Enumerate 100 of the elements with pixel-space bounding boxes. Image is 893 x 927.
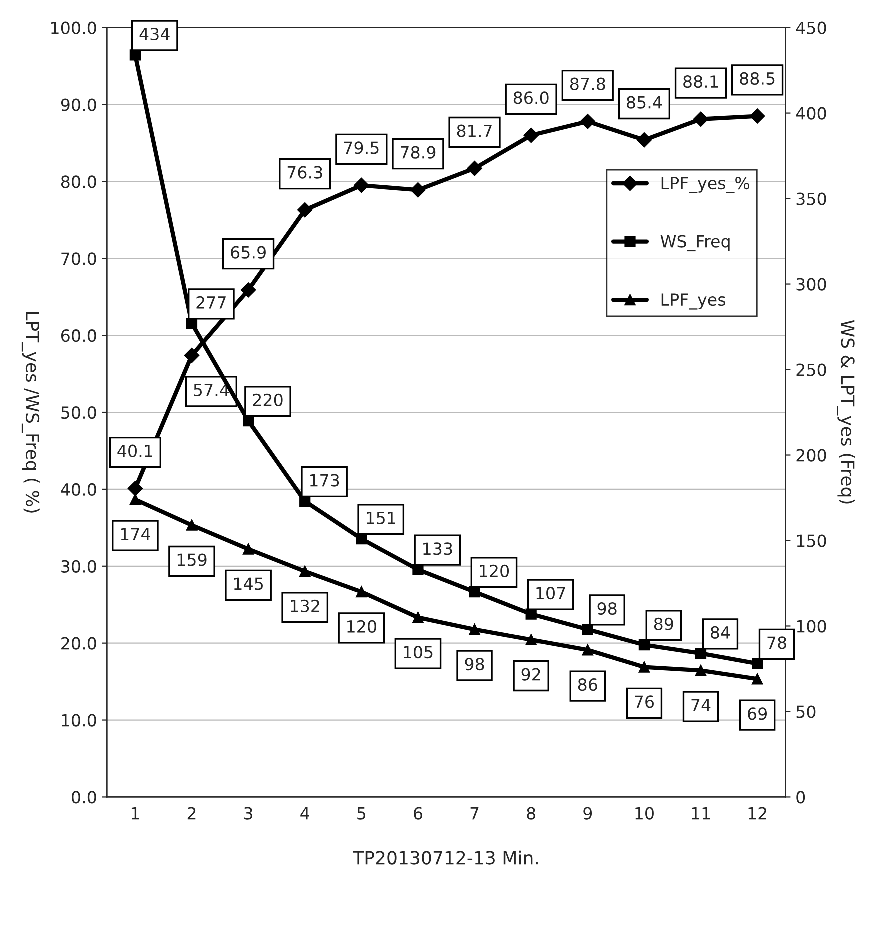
- y-tick-label: 20.0: [62, 637, 96, 650]
- x-tick-label: 8: [527, 807, 536, 820]
- data-label: 145: [234, 578, 263, 590]
- point: [695, 665, 707, 676]
- point: [752, 658, 764, 670]
- data-label: 277: [196, 296, 226, 309]
- point: [412, 612, 424, 624]
- point: [356, 586, 368, 598]
- data-label: 98: [598, 602, 617, 616]
- point: [752, 674, 764, 685]
- point: [354, 178, 370, 194]
- data-label: 79.5: [344, 142, 379, 154]
- data-label: 151: [367, 512, 396, 524]
- data-label: 133: [424, 542, 452, 556]
- y2-tick-label: 0: [796, 791, 806, 804]
- legend-label: WS_Freq: [660, 235, 730, 252]
- data-label: 40.1: [118, 444, 152, 458]
- data-label: 220: [253, 394, 283, 406]
- point: [412, 564, 424, 576]
- y2-tick-label: 300: [796, 278, 826, 291]
- data-label: 84: [710, 626, 730, 639]
- point: [526, 634, 537, 646]
- data-label: 65.9: [231, 246, 266, 259]
- data-label: 120: [348, 620, 376, 633]
- point: [636, 132, 652, 148]
- data-label: 86: [578, 678, 598, 692]
- y2-tick-label: 150: [797, 534, 826, 548]
- point: [638, 662, 650, 673]
- x-tick-label: 7: [470, 807, 479, 820]
- y-tick-label: 40.0: [61, 483, 96, 496]
- data-label: 120: [480, 564, 510, 578]
- point: [469, 586, 480, 598]
- point: [582, 624, 594, 636]
- data-label: 87.8: [570, 78, 606, 90]
- point: [300, 566, 311, 578]
- y-axis-title: LPT_yes /WS_Freq ( %): [22, 312, 40, 513]
- x-tick-label: 1: [132, 807, 140, 820]
- x-tick-label: 3: [244, 807, 253, 820]
- data-label: 174: [121, 528, 150, 540]
- data-label: 69: [748, 708, 767, 720]
- data-label: 159: [178, 554, 207, 566]
- point: [298, 202, 313, 218]
- y-tick-label: 70.0: [62, 252, 96, 266]
- point: [410, 182, 426, 198]
- data-label: 85.4: [627, 96, 662, 109]
- y2-tick-label: 200: [796, 449, 826, 462]
- x-tick-label: 2: [188, 807, 196, 820]
- data-label: 76: [635, 696, 654, 708]
- point: [128, 481, 144, 496]
- point: [242, 544, 254, 555]
- point: [638, 639, 650, 651]
- point: [524, 128, 539, 144]
- y-tick-label: 80.0: [61, 176, 96, 188]
- y2-tick-label: 450: [796, 22, 826, 34]
- data-label: 434: [140, 28, 170, 41]
- y-tick-label: 10.0: [62, 714, 96, 727]
- data-label: 57.4: [194, 384, 230, 397]
- point: [467, 161, 482, 176]
- legend-label: LPF_yes_%: [662, 176, 750, 194]
- data-label: 76.3: [288, 166, 322, 179]
- x-tick-label: 12: [748, 807, 766, 820]
- data-label: 78.9: [401, 146, 436, 159]
- data-label: 74: [692, 699, 711, 712]
- point: [580, 114, 596, 130]
- y2-tick-label: 400: [796, 107, 826, 120]
- data-label: 88.1: [684, 75, 718, 88]
- y-tick-label: 0.0: [72, 791, 96, 804]
- y2-tick-label: 100: [797, 620, 826, 633]
- point: [582, 644, 594, 656]
- point: [693, 112, 709, 127]
- point: [695, 648, 707, 660]
- x-tick-label: 11: [692, 807, 710, 820]
- data-label: 88.5: [740, 72, 775, 86]
- point: [184, 348, 200, 364]
- y2-tick-label: 250: [796, 364, 826, 376]
- y-tick-label: 60.0: [61, 330, 96, 342]
- data-label: 78: [768, 636, 786, 650]
- data-label: 89: [654, 618, 674, 630]
- x-axis-title: TP20130712-13 Min.: [353, 850, 538, 865]
- data-label: 107: [536, 587, 566, 600]
- point: [240, 282, 256, 298]
- y-tick-label: 100.0: [52, 22, 96, 34]
- data-label: 132: [291, 600, 320, 612]
- point: [130, 494, 141, 506]
- point: [186, 520, 198, 531]
- x-tick-label: 5: [358, 807, 366, 820]
- y2-tick-label: 50: [796, 706, 816, 718]
- y-tick-label: 50.0: [62, 406, 96, 420]
- y-tick-label: 30.0: [62, 560, 96, 573]
- x-tick-label: 6: [414, 807, 422, 820]
- point: [469, 624, 480, 636]
- x-tick-label: 9: [584, 807, 592, 820]
- y-tick-label: 90.0: [61, 98, 96, 112]
- x-tick-label: 4: [300, 807, 310, 820]
- data-label: 98: [465, 658, 484, 671]
- data-label: 173: [310, 474, 340, 487]
- data-label: 105: [404, 646, 433, 659]
- legend-label: LPF_yes: [662, 294, 726, 310]
- data-label: 86.0: [514, 92, 549, 104]
- y2-axis-title: WS & LPT_yes (Freq): [837, 320, 856, 504]
